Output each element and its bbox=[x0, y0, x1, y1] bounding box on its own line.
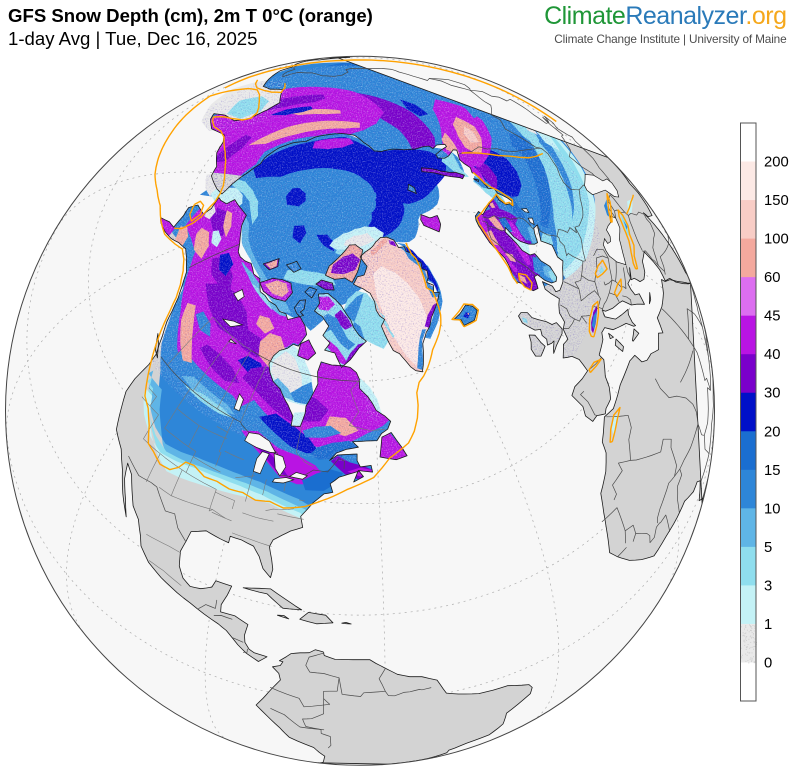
svg-text:15: 15 bbox=[764, 463, 780, 479]
svg-text:0: 0 bbox=[764, 656, 772, 672]
svg-text:30: 30 bbox=[764, 386, 780, 402]
svg-text:45: 45 bbox=[764, 309, 780, 325]
svg-text:1: 1 bbox=[764, 617, 772, 633]
svg-text:40: 40 bbox=[764, 347, 780, 363]
svg-text:20: 20 bbox=[764, 424, 780, 440]
svg-text:5: 5 bbox=[764, 540, 772, 556]
svg-text:3: 3 bbox=[764, 578, 772, 594]
svg-text:100: 100 bbox=[764, 232, 789, 248]
svg-text:10: 10 bbox=[764, 501, 780, 517]
svg-text:150: 150 bbox=[764, 193, 789, 209]
svg-text:60: 60 bbox=[764, 270, 780, 286]
svg-text:200: 200 bbox=[764, 155, 789, 171]
